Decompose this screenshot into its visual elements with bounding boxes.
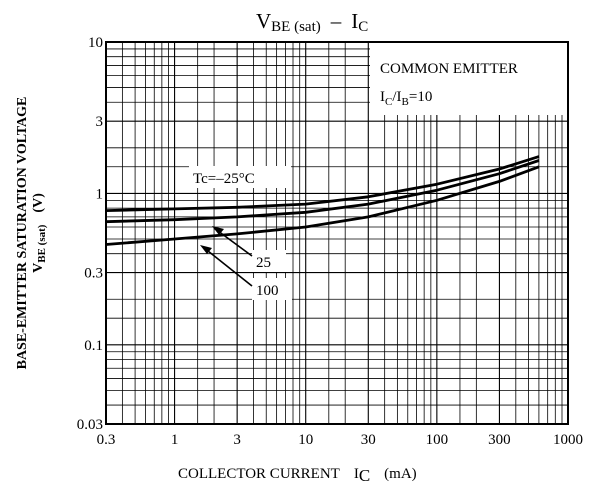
y-tick-label: 0.3 [84, 266, 103, 282]
y-tick-labels: 0.03 0.1 0.3 1 3 10 [77, 35, 103, 433]
legend-ic-subscript: C [385, 96, 392, 108]
x-axis-unit: (mA) [384, 466, 417, 482]
x-tick-label: 300 [488, 432, 511, 448]
x-tick-label: 3 [233, 432, 241, 448]
legend-line-1: COMMON EMITTER [380, 61, 518, 77]
curves [105, 155, 540, 246]
x-tick-label: 10 [298, 432, 313, 448]
x-axis-symbol: I [354, 466, 359, 482]
leader-arrowhead-100 [200, 245, 212, 254]
y-tick-label: 3 [96, 114, 104, 130]
title-ic-subscript: C [358, 19, 368, 35]
annotation-tc-minus25: Tc=–25°C [193, 171, 255, 187]
y-tick-label: 10 [88, 35, 103, 51]
y-axis-line-1: BASE-EMITTER SATURATION VOLTAGE [15, 97, 30, 370]
x-tick-labels: 0.3 1 3 10 30 100 300 1000 [97, 432, 583, 448]
y-tick-label: 0.1 [84, 338, 103, 354]
title-vbe-subscript: BE (sat) [271, 19, 321, 35]
leader-line-100 [202, 246, 253, 287]
x-tick-label: 100 [426, 432, 449, 448]
x-tick-label: 1 [171, 432, 179, 448]
leader-arrowhead-25 [212, 226, 224, 235]
label-100-background [252, 278, 292, 300]
y-tick-label: 0.03 [77, 417, 103, 433]
y-axis-line-2: VBE (sat) (V) [31, 193, 48, 273]
legend-ic-symbol: I [380, 89, 385, 105]
legend-ratio: =10 [409, 89, 432, 105]
annotation-25: 25 [256, 255, 271, 271]
y-axis-symbol: V [31, 263, 46, 273]
plot-frame [105, 41, 569, 425]
y-tick-label: 1 [96, 186, 104, 202]
title-vbe-symbol: V [256, 9, 271, 33]
legend-ib-subscript: B [402, 96, 409, 108]
tc-label-background [189, 166, 291, 188]
legend-line-2: IC/IB=10 [380, 89, 432, 108]
y-axis-subscript: BE (sat) [36, 224, 48, 263]
x-axis-subscript: C [359, 466, 370, 485]
y-axis-label: BASE-EMITTER SATURATION VOLTAGE VBE (sat… [15, 97, 48, 370]
legend-box [370, 43, 567, 115]
y-axis-unit: (V) [31, 193, 46, 213]
series-line-2 [105, 159, 540, 224]
series-line-3 [105, 165, 540, 246]
x-axis-text: COLLECTOR CURRENT [178, 466, 340, 482]
x-axis-label: COLLECTOR CURRENT IC (mA) [178, 466, 417, 485]
series-line-1 [105, 155, 540, 212]
annotation-100: 100 [256, 283, 279, 299]
x-tick-label: 1000 [553, 432, 583, 448]
x-tick-label: 0.3 [97, 432, 116, 448]
chart-title: VBE (sat) – IC [256, 9, 368, 35]
x-tick-label: 30 [361, 432, 376, 448]
legend-slash-ib: /I [392, 89, 401, 105]
label-25-background [252, 250, 286, 272]
grid [106, 42, 568, 424]
title-ic-symbol: I [351, 9, 358, 33]
title-separator: – [330, 9, 342, 33]
